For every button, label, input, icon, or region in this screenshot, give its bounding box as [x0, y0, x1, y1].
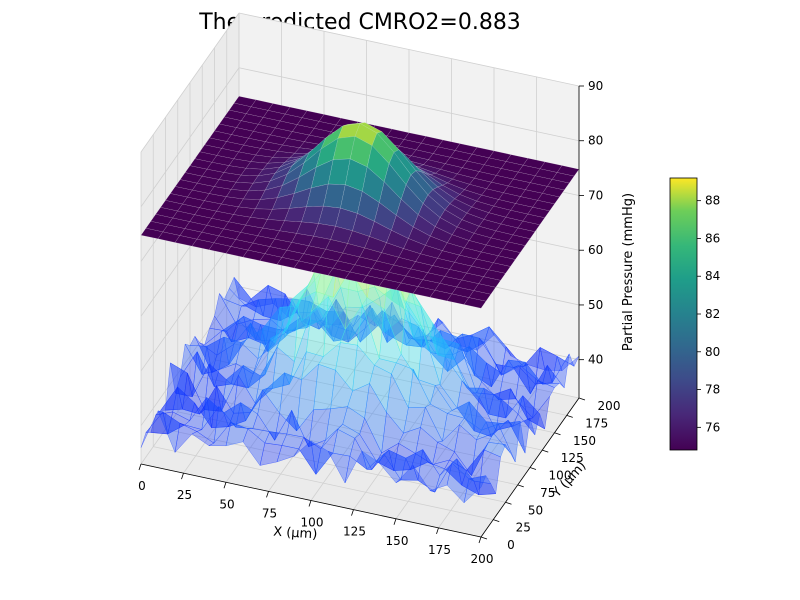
z-tick-label: 90 — [588, 79, 603, 93]
x-tick-label: 50 — [219, 497, 234, 511]
predicted-surface-patch — [507, 234, 531, 246]
x-tick-label: 0 — [138, 479, 146, 493]
x-axis-label: X (µm) — [273, 524, 318, 542]
x-tick-label: 175 — [428, 543, 451, 557]
colorbar-tick-label: 88 — [705, 194, 720, 208]
z-tick-label: 70 — [588, 188, 603, 202]
grid-line — [140, 67, 240, 207]
y-tick-label: 0 — [507, 538, 515, 552]
predicted-surface-patch — [527, 206, 551, 219]
grid-line — [202, 376, 543, 451]
y-tick — [529, 467, 537, 470]
x-tick — [393, 518, 397, 525]
grid-line — [238, 67, 580, 142]
z-tick-label: 80 — [588, 134, 603, 148]
colorbar-tick-label: 86 — [705, 231, 720, 245]
axis-ticks: 0255075100125150175200025507510012515017… — [138, 79, 620, 566]
grid-line — [226, 341, 567, 416]
x-tick — [181, 472, 184, 480]
colorbar-tick-label: 80 — [705, 345, 720, 359]
predicted-surface-patch — [468, 290, 492, 302]
y-tick — [554, 432, 561, 436]
x-tick-label: 75 — [262, 506, 277, 520]
y-tick-label: 25 — [516, 521, 531, 535]
predicted-surface-patch — [473, 283, 497, 295]
predicted-surface-patch — [522, 213, 546, 226]
y-tick — [517, 484, 524, 488]
measured-surface — [140, 225, 580, 504]
predicted-surface-patch — [497, 248, 521, 260]
x-tick — [266, 491, 269, 498]
y-tick-label: 125 — [561, 451, 584, 465]
x-tick-label: 150 — [386, 534, 409, 548]
y-tick — [505, 501, 512, 505]
grid-line — [140, 231, 240, 372]
y-tick — [493, 519, 500, 523]
predicted-surface-patch — [517, 220, 541, 232]
z-tick-label: 40 — [588, 353, 603, 367]
colorbar-gradient — [669, 177, 698, 451]
y-tick-label: 150 — [573, 434, 596, 448]
predicted-surface — [140, 95, 580, 309]
y-tick-label: 175 — [585, 416, 608, 430]
grid-line — [140, 286, 240, 426]
predicted-surface-patch — [532, 200, 555, 212]
x-tick-label: 125 — [343, 525, 366, 539]
y-tick — [480, 536, 488, 540]
x-tick — [351, 509, 354, 516]
y-tick-label: 100 — [549, 469, 572, 483]
z-tick-label: 50 — [588, 298, 603, 312]
x-tick — [138, 463, 142, 471]
x-tick — [223, 482, 227, 489]
colorbar-tick-label: 78 — [705, 383, 720, 397]
y-tick — [542, 449, 549, 453]
x-tick-label: 200 — [471, 552, 494, 566]
predicted-surface-patch — [492, 255, 516, 267]
predicted-surface-patch — [483, 269, 506, 281]
y-tick-label: 75 — [540, 486, 555, 500]
z-tick-label: 60 — [588, 243, 603, 257]
z-axis-label: Partial Pressure (mmHg) — [621, 193, 636, 351]
predicted-surface-patch — [463, 297, 487, 309]
grid-line — [177, 411, 518, 486]
grid-line — [238, 324, 580, 399]
predicted-surface-patch — [488, 262, 511, 274]
y-tick — [566, 414, 573, 418]
colorbar-tick-label: 84 — [705, 269, 720, 283]
y-tick-label: 50 — [528, 503, 543, 517]
x-tick-label: 100 — [301, 516, 324, 530]
y-tick — [578, 397, 586, 401]
colorbar-ticks: 76 78 80 82 84 86 88 — [697, 194, 720, 434]
x-tick-label: 25 — [177, 488, 192, 502]
predicted-surface-patch — [541, 186, 565, 198]
y-tick-label: 200 — [598, 399, 621, 413]
x-tick — [478, 536, 482, 544]
x-tick — [308, 500, 312, 507]
colorbar-tick-label: 82 — [705, 307, 720, 321]
grid-line — [238, 12, 580, 87]
grid-line — [140, 12, 240, 153]
measured-surface-patch — [463, 475, 487, 504]
colorbar-tick-label: 76 — [705, 420, 720, 434]
grid-line — [153, 446, 494, 521]
grid-line — [214, 359, 555, 434]
x-tick — [436, 527, 439, 535]
colorbar: 76 78 80 82 84 86 88 — [669, 177, 720, 451]
